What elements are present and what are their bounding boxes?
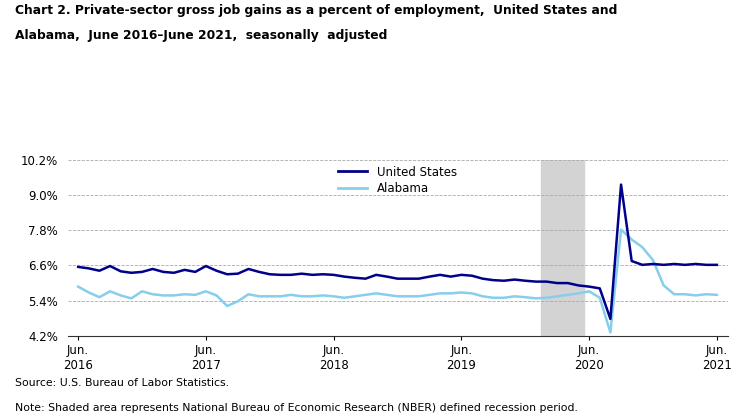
Text: Source: U.S. Bureau of Labor Statistics.: Source: U.S. Bureau of Labor Statistics. bbox=[15, 378, 229, 388]
Text: Alabama,  June 2016–June 2021,  seasonally  adjusted: Alabama, June 2016–June 2021, seasonally… bbox=[15, 29, 387, 42]
Text: Note: Shaded area represents National Bureau of Economic Research (NBER) defined: Note: Shaded area represents National Bu… bbox=[15, 403, 578, 413]
Text: Chart 2. Private-sector gross job gains as a percent of employment,  United Stat: Chart 2. Private-sector gross job gains … bbox=[15, 4, 617, 17]
Bar bbox=[542, 160, 584, 336]
Legend: United States, Alabama: United States, Alabama bbox=[338, 165, 457, 195]
